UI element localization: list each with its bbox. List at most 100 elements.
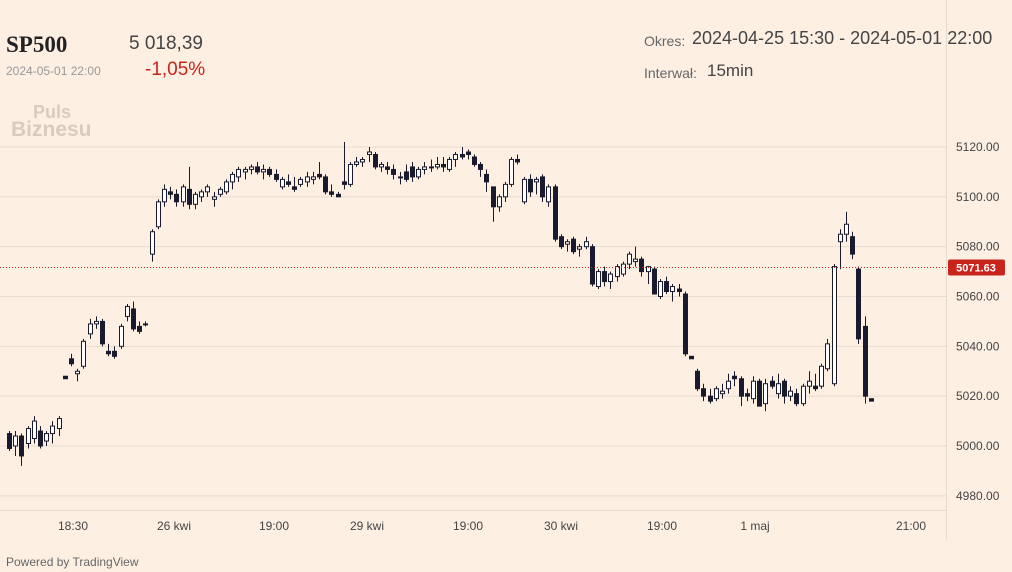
quote-change: -1,05% — [145, 59, 206, 80]
candle — [683, 291, 688, 357]
candle — [701, 383, 706, 402]
x-tick-label: 30 kwi — [544, 519, 578, 533]
last-price-label: 5071.63 — [956, 263, 996, 275]
interval-label: Interwał: — [644, 65, 697, 81]
candle — [794, 388, 799, 407]
candle — [44, 431, 49, 446]
candle — [819, 363, 824, 389]
candle — [32, 416, 37, 444]
candle — [813, 373, 818, 392]
candle — [137, 321, 142, 334]
x-tick-label: 18:30 — [58, 519, 88, 533]
candle — [460, 147, 465, 160]
candle — [844, 211, 849, 242]
candle — [584, 236, 589, 250]
puls-biznesu-logo: Puls Biznesu — [11, 102, 92, 140]
candle — [13, 431, 18, 456]
candle — [150, 229, 155, 262]
candle — [571, 236, 576, 255]
candle — [286, 174, 291, 187]
candle — [720, 383, 725, 399]
candle — [63, 375, 68, 380]
candle — [342, 142, 347, 190]
candle — [856, 266, 861, 344]
candle — [38, 426, 43, 449]
symbol-name: SP500 — [6, 32, 68, 57]
candle — [825, 338, 830, 372]
candle — [125, 303, 130, 322]
candle — [249, 164, 254, 175]
candle — [590, 244, 595, 287]
candle — [627, 251, 632, 270]
candle — [838, 229, 843, 270]
candle — [528, 174, 533, 197]
candle — [441, 156, 446, 172]
last-price-marker: 5071.63 — [0, 259, 1005, 276]
candle — [317, 161, 322, 180]
candle — [832, 264, 837, 387]
candle — [553, 184, 558, 242]
candle — [360, 156, 365, 167]
candle — [329, 184, 334, 197]
candle — [255, 161, 260, 175]
candle — [280, 176, 285, 190]
candle — [243, 166, 248, 180]
candle — [94, 316, 99, 329]
candle — [19, 433, 24, 466]
x-tick-label: 19:00 — [453, 519, 483, 533]
time-axis: 18:30 26 kwi 19:00 29 kwi 19:00 30 kwi 19:00 1 … — [58, 519, 926, 533]
candle — [670, 284, 675, 302]
candle — [162, 184, 167, 207]
x-tick-label: 26 kwi — [157, 519, 191, 533]
candle — [559, 234, 564, 250]
candle — [81, 338, 86, 369]
candle — [478, 161, 483, 177]
candle — [106, 343, 111, 357]
period-value: 2024-04-25 15:30 - 2024-05-01 22:00 — [692, 28, 993, 48]
candle — [565, 239, 570, 252]
candle — [119, 323, 124, 349]
y-tick-label: 5120.00 — [956, 140, 1000, 154]
candle — [88, 318, 93, 339]
candle — [156, 199, 161, 230]
candle — [633, 246, 638, 267]
candle — [261, 164, 266, 180]
candle — [298, 176, 303, 187]
candle — [112, 346, 117, 359]
candle — [577, 244, 582, 257]
candle — [348, 161, 353, 187]
price-axis: 5120.00 5100.00 5080.00 5060.00 5040.00 5020.… — [956, 140, 1000, 503]
candle — [664, 276, 669, 295]
y-tick-label: 5000.00 — [956, 439, 1000, 453]
logo-line-1: Puls — [33, 102, 72, 122]
candle — [497, 194, 502, 212]
candle — [503, 181, 508, 202]
powered-by-link[interactable]: Powered by TradingView — [6, 555, 139, 569]
candles-layer — [7, 142, 874, 466]
candle — [788, 386, 793, 402]
candle — [354, 156, 359, 167]
candle — [466, 149, 471, 160]
candle — [230, 171, 235, 190]
candle — [205, 184, 210, 197]
candle — [751, 376, 756, 404]
candle — [311, 171, 316, 185]
candle — [776, 373, 781, 399]
candle — [708, 388, 713, 404]
candle — [621, 261, 626, 277]
candle — [168, 186, 173, 200]
last-price-badge — [948, 259, 1005, 276]
candle — [292, 176, 297, 192]
candle — [689, 355, 694, 360]
candle — [472, 154, 477, 167]
x-tick-label: 21:00 — [896, 519, 926, 533]
candle — [732, 371, 737, 387]
candle — [218, 186, 223, 197]
candle — [267, 166, 272, 177]
candle — [453, 151, 458, 167]
candle — [484, 169, 489, 192]
candle — [187, 166, 192, 210]
period-label: Okres: — [644, 33, 686, 49]
y-tick-label: 5020.00 — [956, 389, 1000, 403]
